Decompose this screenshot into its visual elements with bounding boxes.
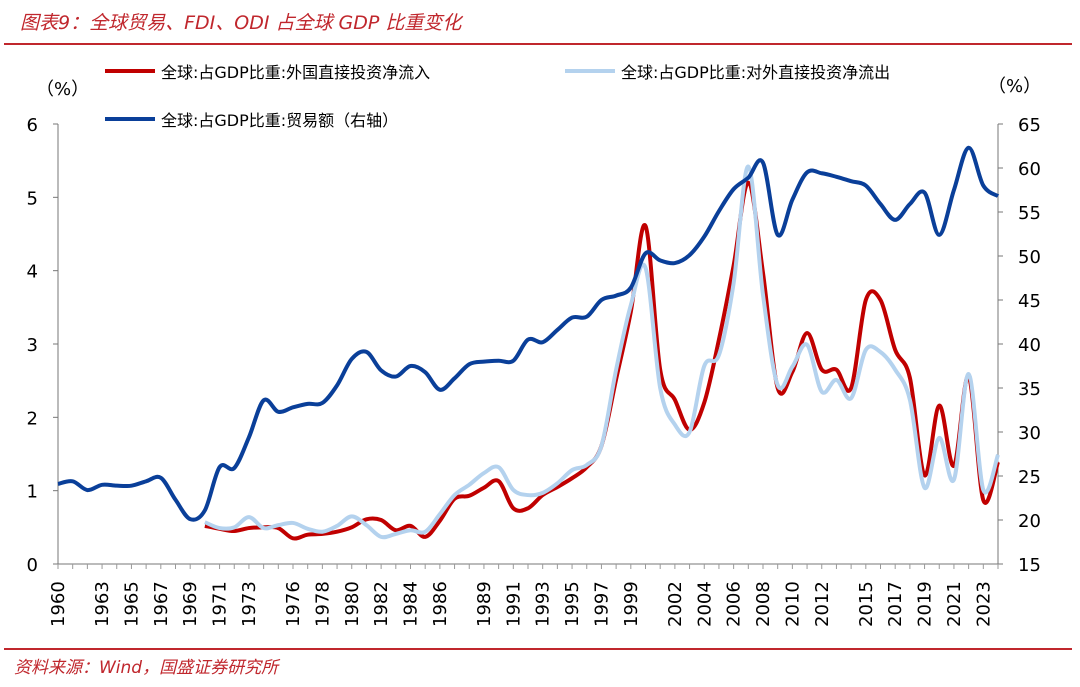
x-tick-label: 2023 [973, 581, 994, 627]
left-tick-label: 3 [27, 335, 38, 356]
x-tick-label: 1963 [92, 581, 113, 627]
trade-line [57, 145, 1000, 522]
right-tick-label: 50 [1018, 247, 1041, 268]
left-tick-label: 2 [27, 408, 38, 429]
right-tick-label: 35 [1018, 379, 1041, 400]
x-tick-label: 1982 [371, 581, 392, 627]
x-tick-label: 1976 [283, 581, 304, 627]
x-tick-label: 1978 [312, 581, 333, 627]
x-tick-label: 2021 [944, 581, 965, 627]
x-tick-label: 2015 [856, 581, 877, 627]
x-tick-label: 1965 [121, 581, 142, 627]
x-tick-label: 1967 [151, 581, 172, 627]
right-tick-label: 60 [1018, 159, 1041, 180]
figure-title: 图表9：全球贸易、FDI、ODI 占全球 GDP 比重变化 [20, 12, 462, 34]
title-divider [4, 43, 1072, 45]
left-axis-unit: （%） [36, 79, 89, 100]
x-tick-label: 2010 [782, 581, 803, 627]
left-tick-label: 1 [27, 482, 38, 503]
left-tick-label: 4 [27, 262, 38, 283]
x-tick-label: 2012 [812, 581, 833, 627]
right-tick-label: 40 [1018, 335, 1041, 356]
right-tick-label: 55 [1018, 203, 1041, 224]
x-tick-label: 1971 [210, 581, 231, 627]
source-note: 资料来源：Wind，国盛证券研究所 [14, 658, 279, 678]
legend-label-fdi-inflow-line: 全球:占GDP比重:外国直接投资净流入 [161, 63, 430, 82]
right-tick-label: 25 [1018, 467, 1041, 488]
legend-label-trade-line: 全球:占GDP比重:贸易额（右轴） [161, 111, 398, 130]
x-tick-label: 1991 [503, 581, 524, 627]
right-tick-label: 30 [1018, 423, 1041, 444]
left-tick-label: 5 [27, 188, 38, 209]
x-tick-label: 2002 [665, 581, 686, 627]
x-tick-label: 1960 [48, 581, 69, 627]
x-tick-label: 1997 [591, 581, 612, 627]
right-tick-label: 15 [1018, 555, 1041, 576]
x-tick-label: 1999 [621, 581, 642, 627]
right-tick-label: 20 [1018, 511, 1041, 532]
x-tick-label: 2017 [885, 581, 906, 627]
x-tick-label: 1969 [180, 581, 201, 627]
x-tick-label: 1980 [342, 581, 363, 627]
right-tick-label: 45 [1018, 291, 1041, 312]
x-tick-label: 2008 [753, 581, 774, 627]
x-tick-label: 1989 [474, 581, 495, 627]
x-tick-label: 1995 [562, 581, 583, 627]
right-tick-label: 65 [1018, 115, 1041, 136]
fdi-inflow-line [204, 180, 1000, 541]
legend-label-odi-outflow-line: 全球:占GDP比重:对外直接投资净流出 [621, 63, 890, 82]
odi-outflow-line [204, 164, 1000, 540]
x-tick-label: 1973 [239, 581, 260, 627]
right-axis-unit: （%） [988, 76, 1041, 97]
left-tick-label: 6 [27, 115, 38, 136]
x-tick-label: 2004 [694, 581, 715, 627]
left-tick-label: 0 [27, 555, 38, 576]
x-tick-label: 2006 [724, 581, 745, 627]
x-tick-label: 1984 [401, 581, 422, 627]
x-tick-label: 2019 [915, 581, 936, 627]
x-tick-label: 1993 [533, 581, 554, 627]
x-tick-label: 1986 [430, 581, 451, 627]
source-divider [4, 648, 1072, 650]
